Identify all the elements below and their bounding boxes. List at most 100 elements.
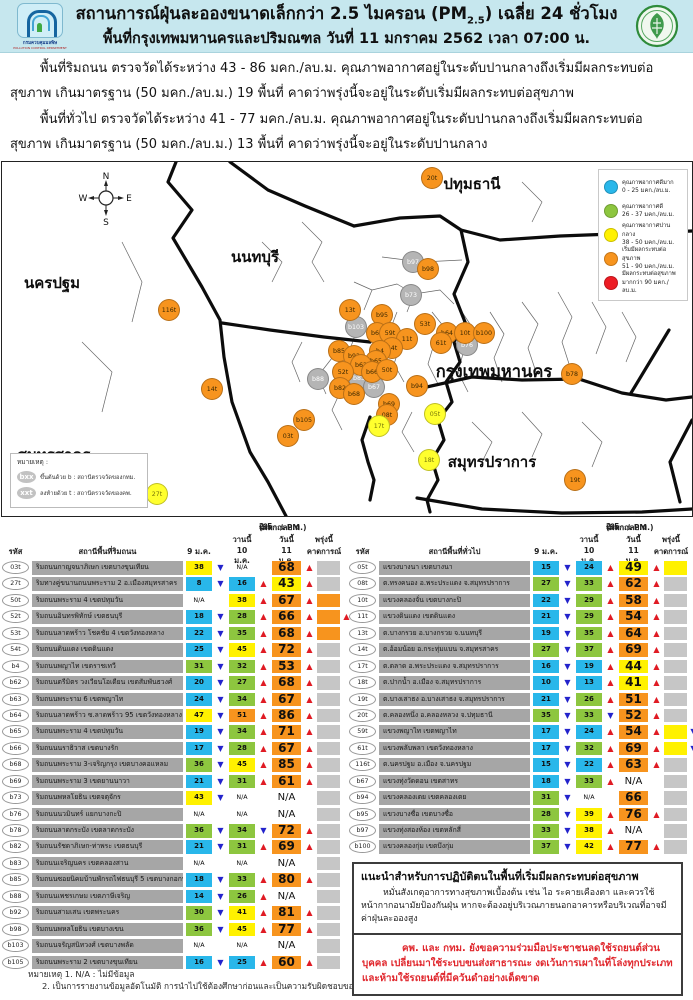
station-marker-b100: b100 [473,322,495,344]
station-code: 18t [349,676,376,690]
station-marker-13t: 13t [339,299,361,321]
legend-dot-orange [604,252,618,266]
station-code: 10t [349,593,376,607]
station-name: ริมถนนสามเสน เขตพระนคร [32,906,183,920]
trend-up-icon: ▲ [607,579,614,589]
trend-up-icon: ▲ [260,743,267,753]
general-row-116t: 116t ต.นครปฐม อ.เมือง จ.นครปฐม 15 ▼ 22 ▲ 63 ▲ [347,757,693,773]
trend-down-icon: ▼ [217,563,224,572]
pm-value-cell: N/A [193,810,205,818]
trend-up-icon: ▲ [653,678,660,688]
pm-value-cell: 45 [229,758,255,772]
station-code: 19t [349,692,376,706]
general-row-11t: 11t แขวงดินแดง เขตดินแดง 21 ▼ 29 ▲ 54 ▲ [347,609,693,625]
forecast-cell [664,659,687,674]
roadside-table-rows: 03t ริมถนนกาญจนาภิเษก เขตบางขุนเทียน 38 ▼ N/… [0,560,352,971]
trend-down-icon: ▼ [564,694,571,704]
legend-text: คุณภาพอากาศดีมาก 0 - 25 มคก./ลบ.ม. [622,179,674,194]
station-marker-b88: b88 [307,368,329,390]
trend-down-icon: ▼ [217,776,224,786]
station-code: b78 [2,824,29,837]
pm-value-cell: 54 [619,725,648,739]
station-marker-17t: 17t [368,415,390,437]
station-code: 17t [349,659,376,673]
general-row-19t: 19t ต.บางเสาธง อ.บางเสาธง จ.สมุทรปราการ 21… [347,692,693,708]
station-name: ริมถนนรัชดาภิเษก-ท่าพระ เขตธนบุรี [32,840,183,854]
station-name: ต.ตลาด อ.พระประแดง จ.สมุทรปราการ [379,659,530,674]
station-name: ต.นครปฐม อ.เมือง จ.นครปฐม [379,758,530,772]
station-code: b64 [2,708,29,722]
legend-text: คุณภาพอากาศดี 26 - 37 มคก./ลบ.ม. [622,203,675,218]
station-marker-05t: 05t [424,403,446,425]
station-name: ริมถนนพระราม 4 เขตปทุมวัน [32,725,183,739]
trend-up-icon: ▲ [653,579,660,589]
forecast-cell [664,807,687,822]
aqi-legend: คุณภาพอากาศดีมาก 0 - 25 มคก./ลบ.ม. คุณภาพอ… [598,169,688,301]
pm-value-cell: 17 [186,741,212,756]
pm-value-cell: 13 [576,676,602,690]
station-code: b62 [2,676,29,690]
pm-value-cell: 31 [186,659,212,674]
roadside-table: ปริมาณ PM 2.5 (มคก./ลบ.ม.) วานนี้ วันนี้ … [0,516,350,996]
roadside-row-52t: 52t ริมถนนอินทรพิทักษ์ เขตธนบุรี 18 ▼ 28 ▲ 66 ▲… [0,609,352,625]
forecast-cell [317,659,340,674]
roadside-row-b76: b76 ริมถนนนวมินทร์ แยกบางกะปิ N/A N/A N/A [0,807,352,823]
station-code: 61t [349,741,376,755]
station-name: ริมถนนพระราม 2 เขตบางขุนเทียน [32,955,183,969]
roadside-row-b69: b69 ริมถนนพระราม 3 เขตยานนาวา 21 ▼ 31 ▲ 61 ▲ [0,774,352,790]
forecast-cell [317,840,340,854]
trend-up-icon: ▲ [653,628,660,638]
general-row-b100: b100 แขวงคลองกุ่ม เขตบึงกุ่ม 37 ▼ 42 ▲ 77 ▲ [347,839,693,855]
pm-value-cell: 69 [619,643,648,657]
pm-value-cell: N/A [624,775,643,787]
roadside-row-b65: b65 ริมถนนพระราม 4 เขตปทุมวัน 19 ▼ 34 ▲ 71 ▲ [0,724,352,740]
trend-up-icon: ▲ [607,661,614,671]
station-marker-b98: b98 [417,258,439,280]
note-title: หมายเหตุ : [17,458,49,466]
legend-item: เริ่มมีผลกระทบต่อสุขภาพ 51 - 90 มคก./ลบ.ม… [604,247,682,271]
trend-down-icon: ▼ [564,743,571,753]
station-name: ริมถนนพระราม 3-เจริญกรุง เขตบางคอแหลม [32,758,183,772]
pm-value-cell: 21 [533,692,559,706]
forecast-cell [317,577,340,591]
pm-value-cell: N/A [624,825,643,836]
legend-item: คุณภาพอากาศปานกลาง 38 - 50 มคก./ลบ.ม. [604,223,682,247]
pm-value-cell: 35 [229,626,255,641]
pm-value-cell: 63 [619,758,648,772]
pm-value-cell: 17 [533,741,559,756]
trend-down-icon: ▼ [217,957,224,967]
pm-value-cell: 85 [272,758,301,772]
pm-value-cell: N/A [193,859,205,867]
station-code: 03t [2,561,29,574]
trend-up-icon: ▲ [306,743,313,753]
pm-value-cell: 86 [272,708,301,723]
trend-up-icon: ▲ [306,957,313,967]
pm-value-cell: 28 [229,610,255,624]
forecast-cell [317,741,340,756]
pm-value-cell: 31 [533,791,559,805]
trend-down-icon: ▼ [217,710,224,720]
pm-value-cell: 35 [533,708,559,723]
advice-section: แนะนำสำหรับการปฏิบัติตนในพื้นที่เริ่มมีผ… [354,864,681,935]
legend-dot-red [604,276,618,290]
roadside-row-b98: b98 ริมถนนพหลโยธิน เขตบางเขน 36 ▼ 45 ▲ 77 ▲ [0,922,352,938]
forecast-cell [664,824,687,838]
roadside-row-b68: b68 ริมถนนพระราม 3-เจริญกรุง เขตบางคอแหลม… [0,757,352,773]
station-code: b85 [2,873,29,887]
pm-value-cell: N/A [193,596,205,604]
station-code: b65 [2,725,29,739]
pm-value-cell: 42 [576,840,602,854]
roadside-row-27t: 27t ริมทางคู่ขนานถนนพระราม 2 อ.เมืองสมุทร… [0,576,352,592]
warning-text: คพ. และ กทม. ยังขอความร่วมมือประชาชนลดใช… [362,942,673,984]
note-item-text: ขึ้นต้นด้วย b : สถานีตรวจวัดของกทม. [40,475,136,481]
pcd-dept-name: กรมควบคุมมลพิษ [22,41,58,46]
note-item: xxt ลงท้ายด้วย t : สถานีตรวจวัดของคพ. [17,485,141,501]
pm-value-cell: 38 [229,593,255,608]
pm-value-cell: N/A [193,942,205,950]
summary-general: พื้นที่ทั่วไป ตรวจวัดได้ระหว่าง 41 - 77 … [10,111,643,153]
station-marker-19t: 19t [564,469,586,491]
trend-up-icon: ▲ [653,645,660,655]
general-row-17t: 17t ต.ตลาด อ.พระประแดง จ.สมุทรปราการ 16 ▼ 19… [347,659,693,675]
station-code: 13t [349,626,376,640]
forecast-cell [317,593,340,608]
